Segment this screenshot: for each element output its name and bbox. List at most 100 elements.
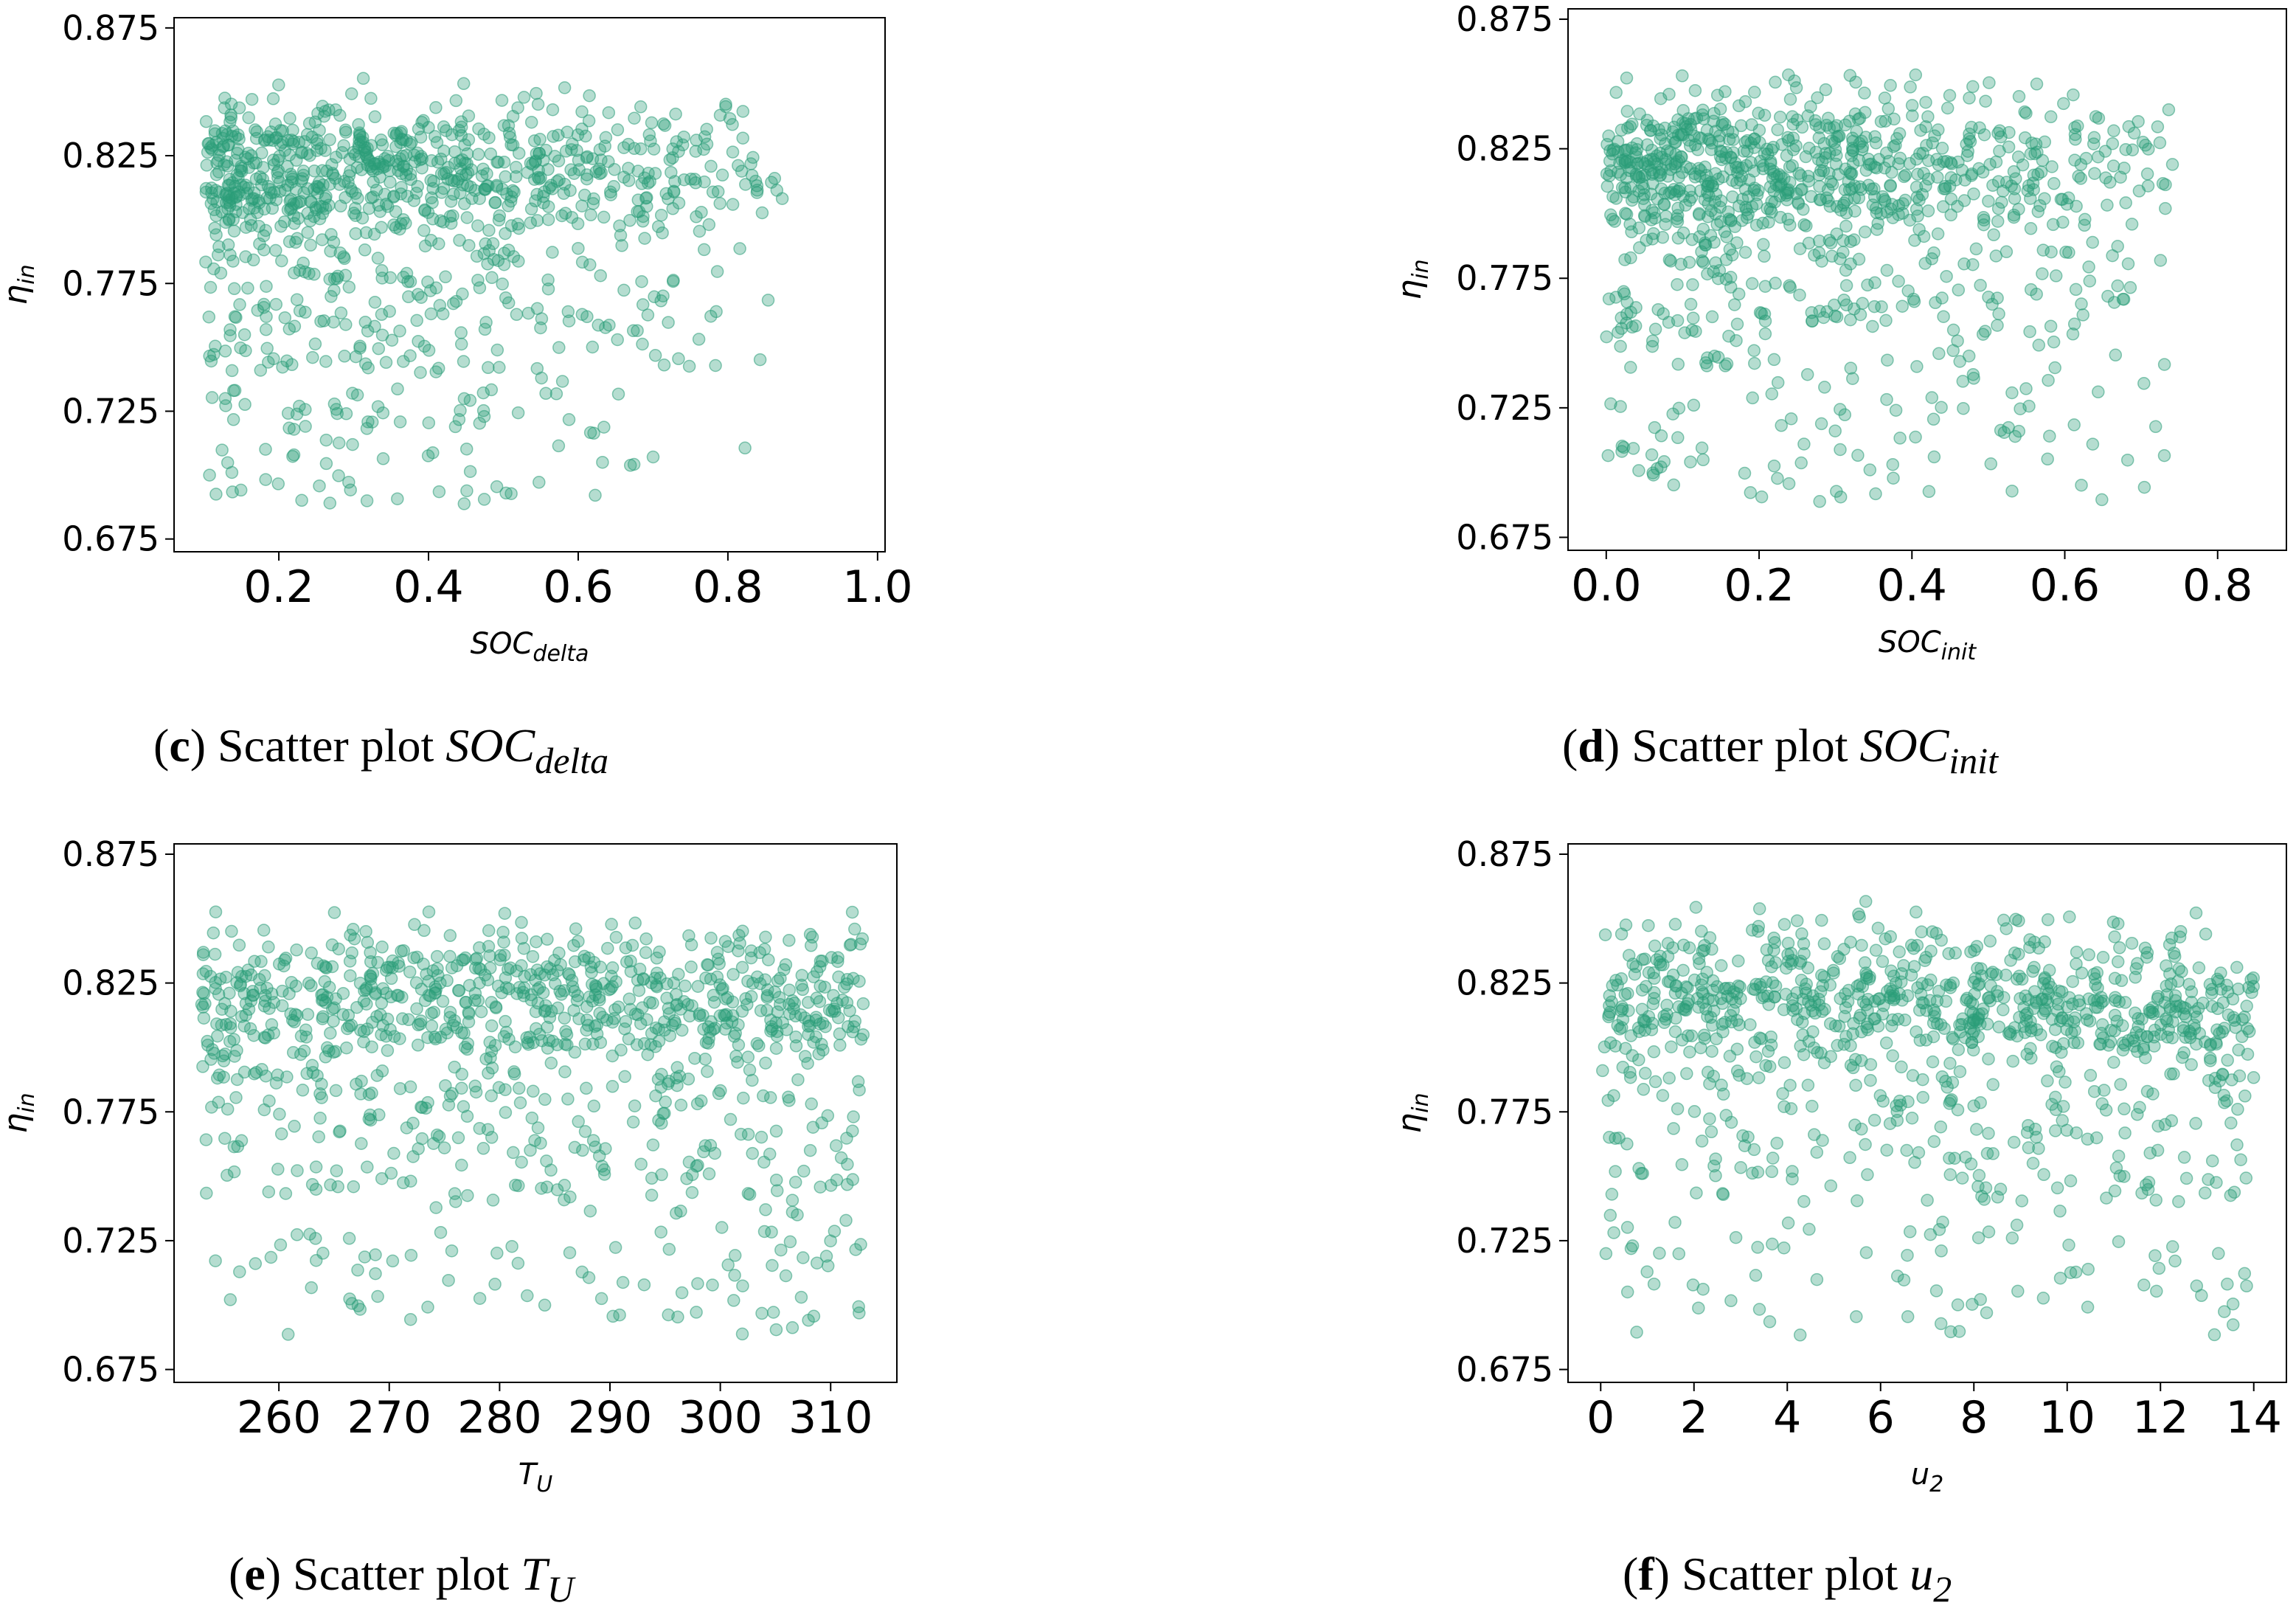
scatter-point	[517, 91, 531, 104]
x-tick-label: 0.8	[693, 561, 763, 613]
scatter-point	[212, 988, 226, 1001]
scatter-point	[1758, 280, 1772, 293]
scatter-point	[364, 139, 378, 152]
scatter-point	[1849, 75, 1862, 89]
scatter-point	[2241, 1047, 2255, 1061]
scatter-point	[393, 415, 407, 429]
scatter-point	[257, 134, 271, 148]
scatter-point	[1946, 1032, 1960, 1046]
scatter-point	[856, 997, 870, 1011]
scatter-point	[2057, 97, 2070, 111]
axes-frame	[173, 843, 898, 1383]
scatter-point	[490, 180, 504, 193]
scatter-point	[2044, 245, 2058, 259]
scatter-point	[296, 168, 311, 182]
scatter-point	[2042, 373, 2055, 387]
scatter-point	[259, 473, 272, 486]
scatter-point	[2142, 142, 2155, 156]
x-tick-label: 0.4	[393, 561, 463, 613]
scatter-point	[656, 1106, 670, 1121]
scatter-point	[693, 1009, 707, 1022]
scatter-point	[715, 168, 729, 182]
scatter-point	[342, 475, 356, 489]
scatter-point	[766, 1306, 780, 1319]
scatter-point	[589, 488, 602, 502]
scatter-point	[376, 982, 389, 996]
scatter-point	[674, 1205, 687, 1218]
scatter-point	[669, 107, 682, 121]
scatter-point	[1672, 1247, 1686, 1261]
scatter-point	[2028, 960, 2041, 974]
scatter-point	[1839, 279, 1853, 292]
scatter-point	[229, 1091, 243, 1104]
scatter-point	[1839, 118, 1852, 132]
scatter-point	[757, 1155, 771, 1169]
scatter-point	[520, 1031, 533, 1045]
scatter-point	[375, 997, 389, 1010]
scatter-point	[623, 214, 637, 227]
scatter-point	[473, 1121, 487, 1135]
scatter-point	[2140, 1084, 2154, 1098]
scatter-point	[1631, 156, 1645, 170]
scatter-point	[1809, 118, 1822, 131]
scatter-point	[580, 1023, 593, 1037]
scatter-point	[1975, 969, 1988, 983]
scatter-point	[1688, 1105, 1702, 1118]
scatter-point	[580, 1000, 594, 1014]
y-tick-label: 0.675	[1456, 517, 1553, 557]
scatter-point	[2056, 1100, 2070, 1113]
scatter-point	[1696, 944, 1709, 958]
scatter-point	[1752, 184, 1765, 197]
scatter-point	[493, 949, 507, 963]
scatter-point	[558, 1011, 572, 1025]
scatter-point	[200, 159, 214, 172]
scatter-point	[1780, 149, 1794, 162]
scatter-point	[846, 1124, 859, 1137]
scatter-point	[1620, 307, 1634, 321]
scatter-point	[1713, 102, 1727, 116]
scatter-point	[290, 943, 303, 957]
scatter-point	[1756, 159, 1770, 173]
scatter-point	[1682, 255, 1696, 269]
scatter-point	[1949, 946, 1962, 960]
scatter-point	[1727, 133, 1740, 146]
scatter-point	[2160, 1031, 2174, 1044]
scatter-point	[329, 150, 343, 164]
scatter-point	[251, 206, 264, 219]
scatter-point	[1875, 300, 1888, 314]
scatter-point	[1818, 381, 1831, 394]
scatter-point	[1637, 209, 1651, 222]
scatter-point	[2113, 1169, 2127, 1182]
scatter-point	[1846, 156, 1860, 170]
scatter-point	[1938, 182, 1952, 195]
scatter-point	[465, 163, 478, 176]
scatter-point	[1953, 1064, 1967, 1078]
scatter-point	[2050, 1060, 2064, 1073]
scatter-point	[1991, 985, 2004, 998]
scatter-point	[521, 1289, 534, 1303]
scatter-point	[741, 998, 754, 1011]
scatter-point	[576, 1143, 589, 1157]
scatter-point	[2172, 962, 2185, 976]
scatter-point	[497, 155, 511, 169]
scatter-point	[2244, 973, 2258, 986]
scatter-point	[735, 1005, 749, 1018]
scatter-point	[1853, 1008, 1867, 1022]
scatter-point	[1859, 131, 1873, 144]
scatter-point	[319, 996, 333, 1009]
scatter-point	[1944, 171, 1958, 184]
scatter-point	[708, 1146, 721, 1160]
scatter-point	[338, 175, 351, 188]
scatter-point	[698, 1053, 712, 1066]
scatter-point	[2082, 948, 2095, 962]
scatter-point	[290, 1228, 304, 1241]
scatter-point	[560, 1028, 574, 1042]
scatter-point	[2005, 386, 2019, 400]
scatter-point	[1734, 1161, 1747, 1174]
scatter-point	[2022, 993, 2035, 1006]
scatter-point	[765, 176, 778, 189]
scatter-point	[1966, 1298, 1979, 1311]
scatter-point	[1644, 123, 1657, 137]
scatter-point	[558, 1193, 571, 1207]
